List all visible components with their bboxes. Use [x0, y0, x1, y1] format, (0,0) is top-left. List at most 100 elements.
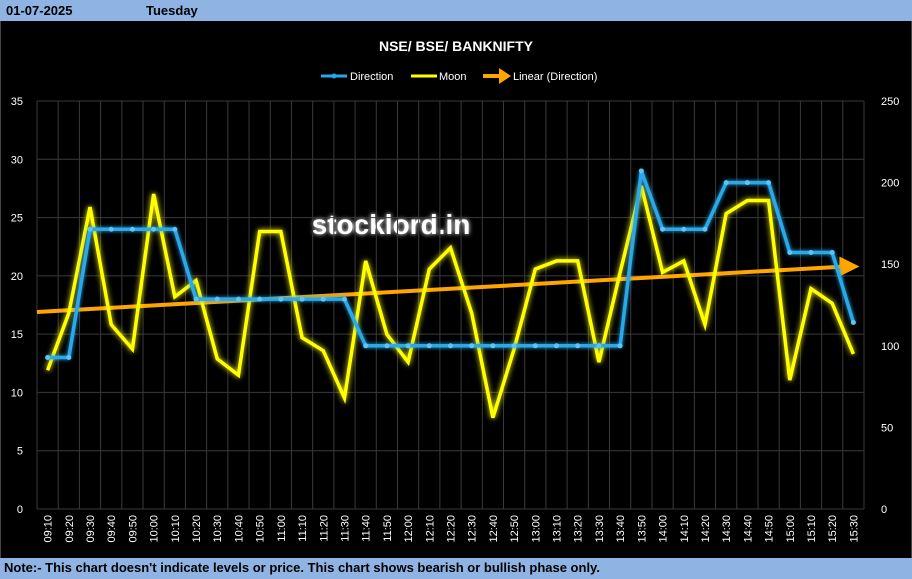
direction-point — [108, 226, 114, 232]
chart-area: NSE/ BSE/ BANKNIFTY Direction Moon Linea… — [0, 21, 912, 558]
x-tick-label: 09:40 — [106, 515, 118, 543]
x-tick-label: 13:00 — [530, 515, 542, 543]
direction-point — [193, 296, 199, 302]
x-tick-label: 12:20 — [446, 515, 458, 543]
x-tick-label: 10:30 — [212, 515, 224, 543]
x-tick-label: 12:00 — [403, 515, 415, 543]
x-tick-label: 09:20 — [64, 515, 76, 543]
legend-direction: Direction — [350, 71, 393, 83]
x-tick-label: 10:20 — [191, 515, 203, 543]
direction-point — [469, 343, 475, 349]
direction-point — [850, 319, 856, 325]
x-tick-label: 09:10 — [43, 515, 55, 543]
y-left-tick-label: 35 — [11, 96, 23, 108]
x-tick-label: 15:00 — [785, 515, 797, 543]
x-tick-label: 10:50 — [255, 515, 267, 543]
x-tick-label: 13:50 — [636, 515, 648, 543]
x-tick-label: 14:10 — [679, 515, 691, 543]
x-tick-label: 10:10 — [170, 515, 182, 543]
direction-point — [363, 343, 369, 349]
direction-point — [214, 296, 220, 302]
x-tick-label: 11:30 — [339, 515, 351, 542]
direction-point — [490, 343, 496, 349]
direction-point — [723, 180, 729, 186]
x-tick-label: 14:40 — [742, 515, 754, 543]
y-axis-right: 0 50 100 150 200 250 — [881, 96, 899, 516]
y-right-tick-label: 100 — [881, 341, 899, 353]
legend: Direction Moon Linear (Direction) — [321, 68, 597, 84]
trend-series — [36, 256, 860, 314]
grid — [36, 100, 865, 510]
direction-point — [702, 226, 708, 232]
x-tick-label: 14:00 — [658, 515, 670, 543]
x-tick-label: 13:10 — [552, 515, 564, 543]
direction-point — [320, 296, 326, 302]
direction-point — [257, 296, 263, 302]
note-text: Note:- This chart doesn't indicate level… — [4, 560, 600, 575]
direction-point — [448, 343, 453, 349]
x-tick-label: 12:40 — [488, 515, 500, 543]
direction-point — [829, 250, 835, 256]
x-axis: 09:10 09:20 09:30 09:40 09:50 10:00 10:10 10:20… — [43, 515, 861, 543]
direction-series — [45, 168, 856, 360]
y-right-tick-label: 0 — [881, 504, 887, 516]
direction-point — [405, 343, 411, 349]
y-left-tick-label: 10 — [11, 387, 23, 399]
direction-point — [554, 343, 560, 349]
direction-point — [278, 296, 284, 302]
legend-linear: Linear (Direction) — [513, 71, 597, 83]
trend-arrowhead — [839, 256, 860, 277]
x-tick-label: 11:00 — [276, 515, 288, 542]
x-tick-label: 11:20 — [318, 515, 330, 542]
direction-point — [511, 343, 517, 349]
direction-point — [87, 226, 93, 232]
chart-svg: NSE/ BSE/ BANKNIFTY Direction Moon Linea… — [11, 38, 900, 543]
header-bar: 01-07-2025 Tuesday — [0, 0, 912, 21]
legend-moon: Moon — [439, 71, 467, 83]
trend-line — [36, 264, 846, 314]
direction-point — [766, 180, 772, 186]
y-right-tick-label: 50 — [881, 422, 893, 434]
y-left-tick-label: 30 — [11, 154, 23, 166]
direction-point — [808, 250, 814, 256]
direction-point — [681, 226, 687, 232]
x-tick-label: 10:40 — [233, 515, 245, 543]
direction-point — [151, 226, 157, 232]
y-right-tick-label: 150 — [881, 259, 899, 271]
x-tick-label: 13:30 — [594, 515, 606, 543]
direction-point — [744, 180, 750, 186]
watermark: stocklord.in — [312, 209, 471, 240]
y-left-tick-label: 20 — [11, 271, 23, 283]
date-label: 01-07-2025 — [6, 3, 73, 18]
x-tick-label: 14:20 — [700, 515, 712, 543]
moon-line — [45, 185, 856, 419]
direction-point — [575, 343, 581, 349]
y-left-tick-label: 5 — [17, 446, 23, 458]
y-left-tick-label: 0 — [17, 504, 23, 516]
direction-point — [129, 226, 135, 232]
x-tick-label: 11:40 — [361, 515, 373, 542]
direction-point — [426, 343, 432, 349]
moon-series — [45, 185, 856, 419]
direction-point — [638, 168, 644, 174]
x-tick-label: 15:20 — [827, 515, 839, 543]
direction-point — [617, 343, 623, 349]
chart-title: NSE/ BSE/ BANKNIFTY — [379, 38, 534, 54]
x-tick-label: 11:10 — [297, 515, 309, 542]
y-right-tick-label: 200 — [881, 178, 899, 190]
footer-note: Note:- This chart doesn't indicate level… — [0, 558, 912, 579]
x-tick-label: 15:30 — [848, 515, 860, 543]
x-tick-label: 13:20 — [573, 515, 585, 543]
y-left-tick-label: 25 — [11, 213, 23, 225]
direction-point — [172, 226, 178, 232]
direction-point — [66, 354, 72, 360]
x-tick-label: 15:10 — [806, 515, 818, 543]
direction-point — [299, 296, 305, 302]
x-tick-label: 09:50 — [127, 515, 139, 543]
direction-point — [660, 226, 666, 232]
y-axis-left: 0 5 10 15 20 25 30 35 — [11, 96, 23, 516]
x-tick-label: 12:30 — [467, 515, 479, 543]
x-tick-label: 12:10 — [424, 515, 436, 543]
y-left-tick-label: 15 — [11, 329, 23, 341]
x-tick-label: 12:50 — [509, 515, 521, 543]
